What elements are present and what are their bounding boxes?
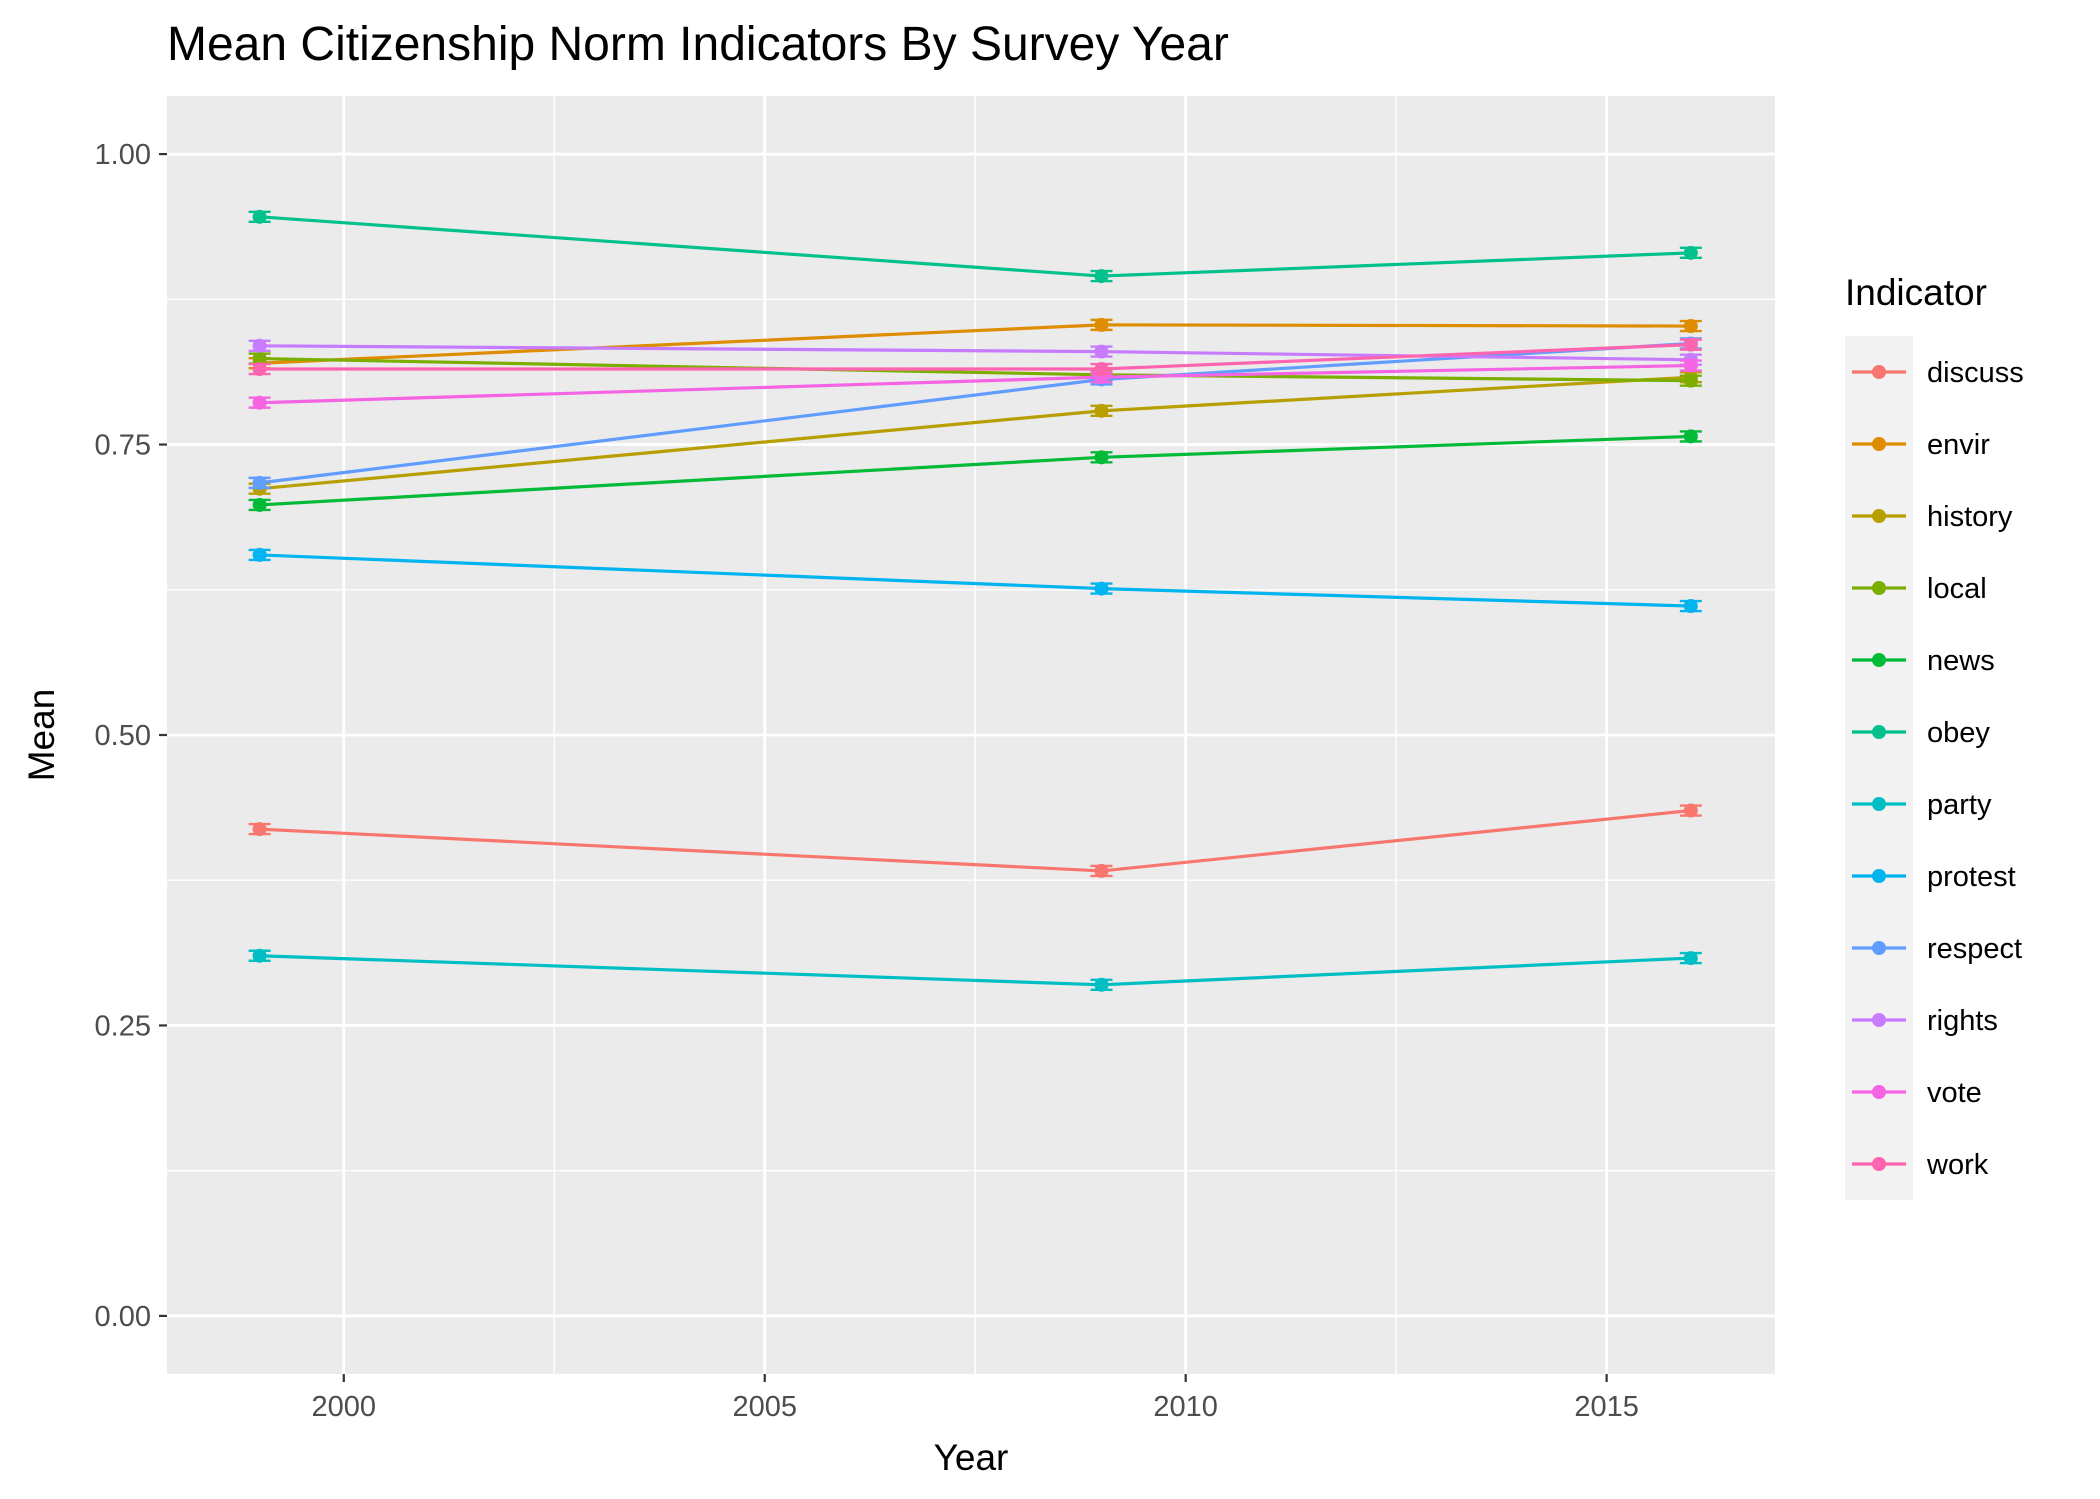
y-tick-label: 0.75 [95,430,151,462]
legend-label: protest [1927,861,2016,893]
x-axis: 2000 2005 2010 2015 [312,1374,1639,1423]
data-point-local [1683,373,1698,388]
series-layer [248,209,1702,992]
chart-title: Mean Citizenship Norm Indicators By Surv… [167,18,1229,71]
data-point-vote [252,395,267,410]
legend-label: party [1927,789,1992,821]
legend-key-point [1872,1157,1886,1171]
legend-item-discuss: discuss [1852,357,2024,389]
legend-item-protest: protest [1852,861,2016,893]
legend-key-point [1872,1085,1886,1099]
legend-label: news [1927,645,1995,677]
series-protest [248,547,1702,614]
legend-key-point [1872,941,1886,955]
data-point-envir [1094,317,1109,332]
y-tick-label: 0.00 [95,1301,151,1333]
legend-key-point [1872,581,1886,595]
data-point-obey [1683,245,1698,260]
legend-key-point [1872,869,1886,883]
data-point-obey [252,209,267,224]
legend-key-point [1872,653,1886,667]
data-point-rights [1094,344,1109,359]
legend-item-obey: obey [1852,717,1990,749]
legend-key-point [1872,1013,1886,1027]
major-gridlines [167,96,1775,1374]
legend-label: envir [1927,429,1990,461]
data-point-history [1094,403,1109,418]
data-point-work [252,362,267,377]
legend-label: obey [1927,717,1990,749]
data-point-work [1683,337,1698,352]
data-point-discuss [252,822,267,837]
data-point-discuss [1683,803,1698,818]
legend-item-rights: rights [1852,1005,1998,1037]
series-rights [248,338,1702,367]
x-tick-label: 2010 [1153,1391,1218,1423]
legend-label: work [1926,1149,1989,1181]
legend-label: vote [1927,1077,1982,1109]
data-point-party [252,948,267,963]
legend-item-news: news [1852,645,1995,677]
legend-items: discuss envir history local news obey party pro… [1852,357,2024,1181]
series-news [248,429,1702,512]
legend-key-point [1872,365,1886,379]
y-tick-label: 0.50 [95,720,151,752]
data-point-news [1094,450,1109,465]
data-point-vote [1683,358,1698,373]
series-work [248,337,1702,377]
y-tick-label: 0.25 [95,1010,151,1042]
data-point-protest [252,547,267,562]
y-axis-title: Mean [21,689,62,782]
x-axis-title: Year [934,1437,1009,1478]
data-point-work [1094,362,1109,377]
legend-key-point [1872,437,1886,451]
data-point-protest [1683,599,1698,614]
x-tick-label: 2005 [732,1391,797,1423]
data-point-party [1094,977,1109,992]
legend-key-background [1845,336,1913,1200]
data-point-news [252,497,267,512]
legend-label: respect [1927,933,2022,965]
legend-key-point [1872,725,1886,739]
legend-item-local: local [1852,573,1987,605]
data-point-envir [1683,319,1698,334]
data-point-party [1683,951,1698,966]
y-axis: 0.00 0.25 0.50 0.75 1.00 [95,139,167,1333]
data-point-news [1683,429,1698,444]
legend-label: rights [1927,1005,1998,1037]
legend-title: Indicator [1845,272,1987,313]
data-point-rights [252,338,267,353]
x-tick-label: 2000 [312,1391,377,1423]
data-point-obey [1094,269,1109,284]
legend-item-envir: envir [1852,429,1990,461]
legend-item-work: work [1852,1149,1989,1181]
legend-label: history [1927,501,2013,533]
legend-item-respect: respect [1852,933,2022,965]
legend: Indicator discuss envir history local news ob… [1845,272,2024,1200]
data-point-local [252,351,267,366]
series-obey [248,209,1702,284]
x-tick-label: 2015 [1574,1391,1639,1423]
series-party [248,948,1702,992]
legend-item-vote: vote [1852,1077,1982,1109]
legend-item-history: history [1852,501,2013,533]
legend-key-point [1872,509,1886,523]
legend-label: local [1927,573,1987,605]
legend-label: discuss [1927,357,2024,389]
data-point-protest [1094,581,1109,596]
series-discuss [248,803,1702,878]
data-point-respect [252,475,267,490]
legend-key-point [1872,797,1886,811]
y-tick-label: 1.00 [95,139,151,171]
data-point-discuss [1094,863,1109,878]
legend-item-party: party [1852,789,1992,821]
